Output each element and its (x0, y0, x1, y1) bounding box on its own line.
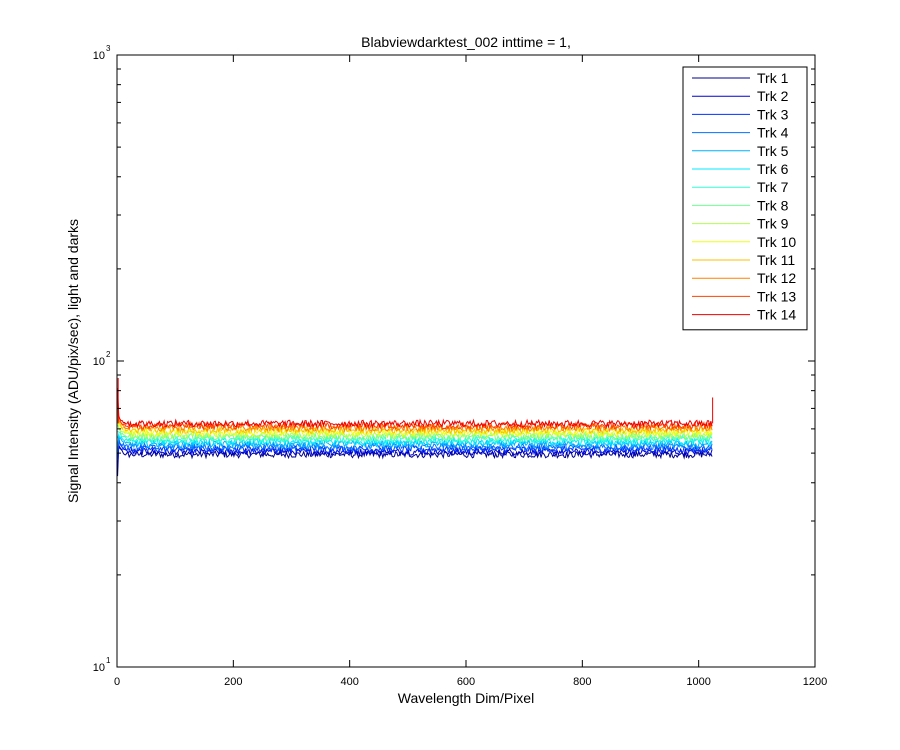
y-axis-label: Signal Intensity (ADU/pix/sec), light an… (65, 219, 81, 503)
y-tick-exp: 1 (106, 656, 111, 665)
legend-label: Trk 2 (757, 88, 789, 104)
x-tick-label: 800 (573, 676, 591, 688)
legend-entry: Trk 7 (692, 179, 789, 195)
legend-entry: Trk 9 (692, 216, 789, 232)
y-tick-label: 103 (93, 44, 111, 62)
legend-label: Trk 12 (757, 270, 796, 286)
legend-entry: Trk 10 (692, 234, 796, 250)
legend-entry: Trk 8 (692, 197, 789, 213)
legend-label: Trk 5 (757, 143, 789, 159)
legend-entry: Trk 11 (692, 252, 795, 268)
series-layer (117, 377, 714, 477)
legend-entry: Trk 14 (692, 307, 796, 323)
legend-entry: Trk 13 (692, 288, 796, 304)
series-line-trk-1 (117, 444, 713, 477)
legend-label: Trk 14 (757, 307, 796, 323)
legend-entry: Trk 1 (692, 70, 789, 86)
legend-entry: Trk 2 (692, 88, 789, 104)
x-tick-label: 200 (224, 676, 242, 688)
y-tick-exp: 2 (106, 350, 111, 359)
x-tick-label: 0 (114, 676, 120, 688)
legend-box (682, 66, 808, 331)
legend-label: Trk 10 (757, 234, 796, 250)
legend-label: Trk 3 (757, 106, 789, 122)
legend: Trk 1 Trk 2 Trk 3 Trk 4 Trk 5 Trk 6 Trk 7 Trk 8… (682, 66, 808, 331)
legend-entry: Trk 6 (692, 161, 789, 177)
series-line-trk-11 (117, 405, 713, 436)
legend-label: Trk 9 (757, 216, 789, 232)
series-line-trk-14 (117, 388, 713, 429)
x-tick-label: 1000 (686, 676, 710, 688)
y-tick-base: 10 (93, 662, 105, 674)
x-tick-label: 1200 (803, 676, 827, 688)
y-tick-base: 10 (93, 356, 105, 368)
y-tick-base: 10 (93, 50, 105, 62)
y-tick-label: 101 (93, 656, 111, 674)
series-line-trk-13 (117, 393, 713, 431)
chart-title: Blabviewdarktest_002 inttime = 1, (361, 34, 571, 50)
legend-label: Trk 13 (757, 288, 796, 304)
legend-label: Trk 1 (757, 70, 789, 86)
legend-label: Trk 11 (757, 252, 795, 268)
plot-frame (116, 54, 816, 668)
legend-entry: Trk 5 (692, 143, 789, 159)
y-tick-label: 102 (93, 350, 111, 368)
legend-label: Trk 6 (757, 161, 789, 177)
legend-label: Trk 7 (757, 179, 789, 195)
legend-entry: Trk 4 (692, 125, 789, 141)
series-line-trk-8 (117, 424, 713, 443)
x-tick-label: 400 (340, 676, 358, 688)
x-tick-label: 600 (457, 676, 475, 688)
series-line-trk-2 (117, 444, 713, 469)
legend-entry: Trk 12 (692, 270, 796, 286)
series-line-trk-4 (117, 437, 713, 453)
legend-label: Trk 4 (757, 125, 789, 141)
y-tick-exp: 3 (106, 44, 111, 53)
series-line-trk-10 (117, 411, 713, 438)
x-axis-label: Wavelength Dim/Pixel (398, 690, 534, 706)
legend-entry: Trk 3 (692, 106, 789, 122)
legend-label: Trk 8 (757, 197, 789, 213)
